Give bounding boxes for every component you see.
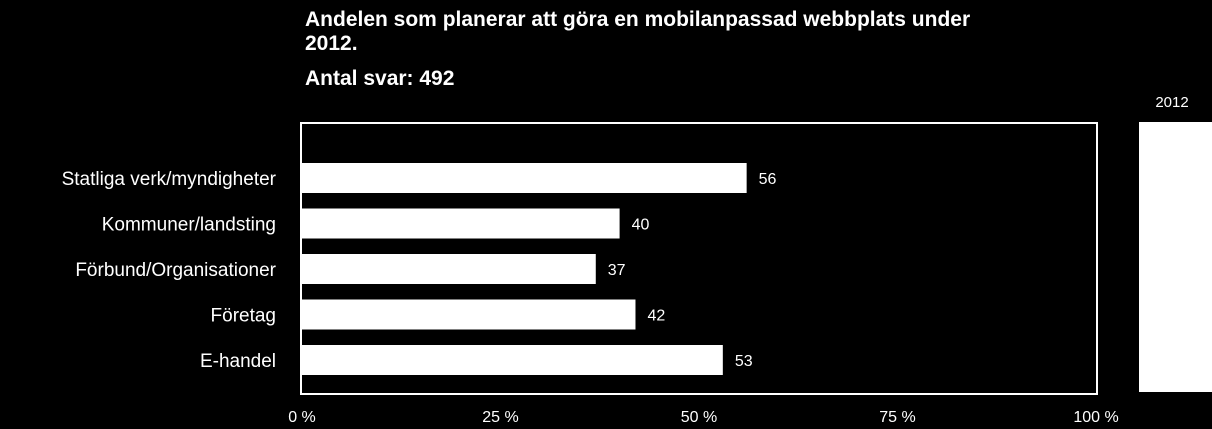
- bar-2: [302, 254, 596, 284]
- category-label-1: Kommuner/landsting: [102, 215, 276, 236]
- x-tick-label-3: 75 %: [879, 409, 915, 426]
- x-tick-label-1: 25 %: [482, 409, 518, 426]
- category-labels: Statliga verk/myndigheter Kommuner/landst…: [62, 169, 277, 372]
- legend: 2012: [1139, 94, 1212, 392]
- value-labels: 56 40 37 42 53: [608, 171, 777, 370]
- category-label-2: Förbund/Organisationer: [75, 260, 276, 281]
- category-label-4: E-handel: [200, 351, 276, 372]
- bar-4: [302, 345, 723, 375]
- value-label-2: 37: [608, 262, 626, 279]
- bar-3: [302, 299, 636, 330]
- x-tick-labels: 0 % 25 % 50 % 75 % 100 %: [288, 409, 1118, 426]
- value-label-3: 42: [647, 308, 665, 325]
- legend-label-2012: 2012: [1155, 94, 1189, 111]
- value-label-0: 56: [759, 171, 777, 188]
- chart-title: Andelen som planerar att göra en mobilan…: [305, 8, 971, 55]
- value-label-4: 53: [735, 353, 753, 370]
- plot-frame: [300, 122, 1098, 395]
- x-tick-label-2: 50 %: [681, 409, 717, 426]
- x-tick-label-4: 100 %: [1073, 409, 1118, 426]
- category-label-3: Företag: [211, 306, 276, 327]
- bars-group: [302, 163, 747, 375]
- chart-subtitle: Antal svar: 492: [305, 67, 455, 90]
- bar-0: [302, 163, 747, 193]
- legend-swatch-2012: [1139, 122, 1212, 392]
- x-tick-label-0: 0 %: [288, 409, 316, 426]
- category-label-0: Statliga verk/myndigheter: [62, 169, 277, 190]
- bar-1: [302, 208, 620, 239]
- value-label-1: 40: [632, 217, 650, 234]
